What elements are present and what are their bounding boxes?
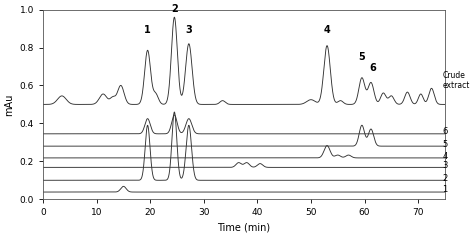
Text: 4: 4 [324,25,330,35]
X-axis label: Time (min): Time (min) [218,223,271,233]
Y-axis label: mAu: mAu [4,93,14,116]
Text: 3: 3 [442,161,447,170]
Text: 1: 1 [442,185,447,194]
Text: 1: 1 [144,25,151,35]
Text: 5: 5 [358,52,365,62]
Text: 3: 3 [185,25,192,35]
Text: 2: 2 [442,173,447,182]
Text: 5: 5 [442,140,447,149]
Text: Crude
extract: Crude extract [442,71,470,91]
Text: 6: 6 [369,63,376,73]
Text: 6: 6 [442,128,447,137]
Text: 2: 2 [171,4,178,14]
Text: 4: 4 [442,151,447,160]
